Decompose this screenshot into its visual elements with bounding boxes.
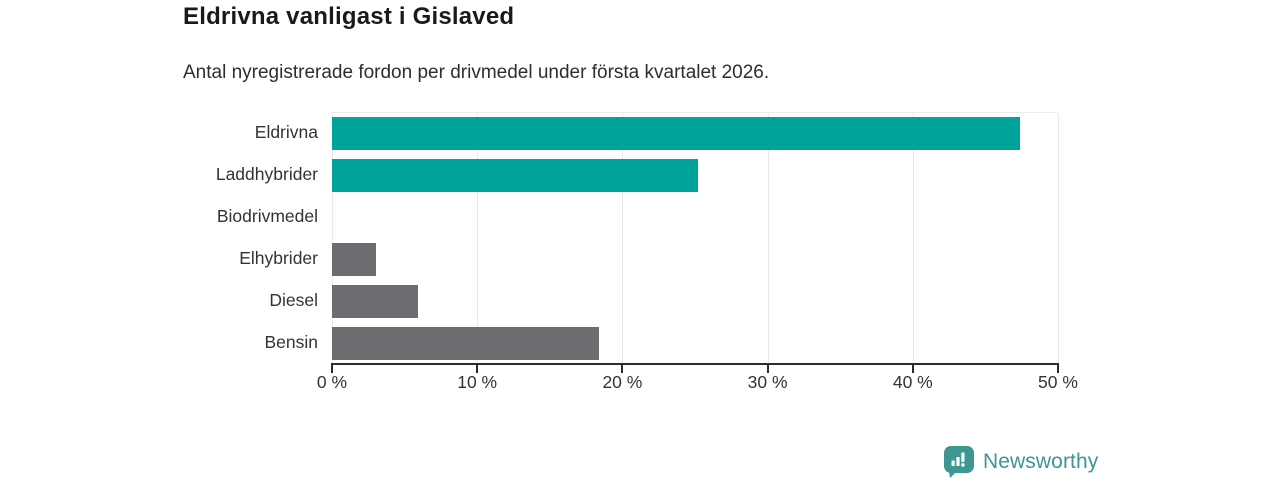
newsworthy-logo-icon [944, 446, 974, 478]
category-label: Bensin [264, 331, 318, 352]
x-axis-tick [911, 363, 914, 373]
category-label: Eldrivna [254, 122, 318, 143]
bar [332, 159, 698, 193]
category-label: Diesel [269, 289, 318, 310]
x-axis-tick-label: 30 % [747, 372, 788, 392]
x-axis-tick [476, 363, 479, 373]
bar [332, 242, 376, 276]
category-label: Laddhybrider [215, 164, 318, 185]
chart-title: Eldrivna vanligast i Gislaved [183, 3, 515, 30]
x-axis-tick-label: 40 % [892, 372, 933, 392]
gridline [767, 113, 769, 363]
gridline [622, 113, 624, 363]
newsworthy-brand-label: Newsworthy [983, 450, 1099, 473]
x-axis-tick-label: 0 % [316, 372, 348, 392]
category-label: Elhybrider [239, 247, 318, 268]
chart-subtitle: Antal nyregistrerade fordon per drivmede… [183, 62, 770, 83]
category-labels-column: Eldrivna Laddhybrider Biodrivmedel Elhybrid… [0, 112, 318, 363]
plot-area [332, 112, 1059, 363]
x-axis-tick-label: 10 % [457, 372, 498, 392]
bar [332, 284, 418, 318]
x-axis-tick [1057, 363, 1059, 373]
x-axis-tick [621, 363, 624, 373]
x-axis-tick-label: 20 % [602, 372, 643, 392]
x-axis-tick [331, 363, 333, 373]
bar [332, 326, 600, 360]
x-axis-tick [766, 363, 769, 373]
gridline [332, 113, 333, 363]
gridline [912, 113, 914, 363]
gridline [1058, 113, 1059, 363]
category-label: Biodrivmedel [216, 206, 318, 227]
gridline [477, 113, 479, 363]
x-axis-tick-label: 50 % [1038, 372, 1078, 392]
x-axis-line [332, 363, 1059, 365]
bar [332, 117, 1021, 151]
newsworthy-brand-link[interactable]: Newsworthy [944, 445, 1098, 479]
